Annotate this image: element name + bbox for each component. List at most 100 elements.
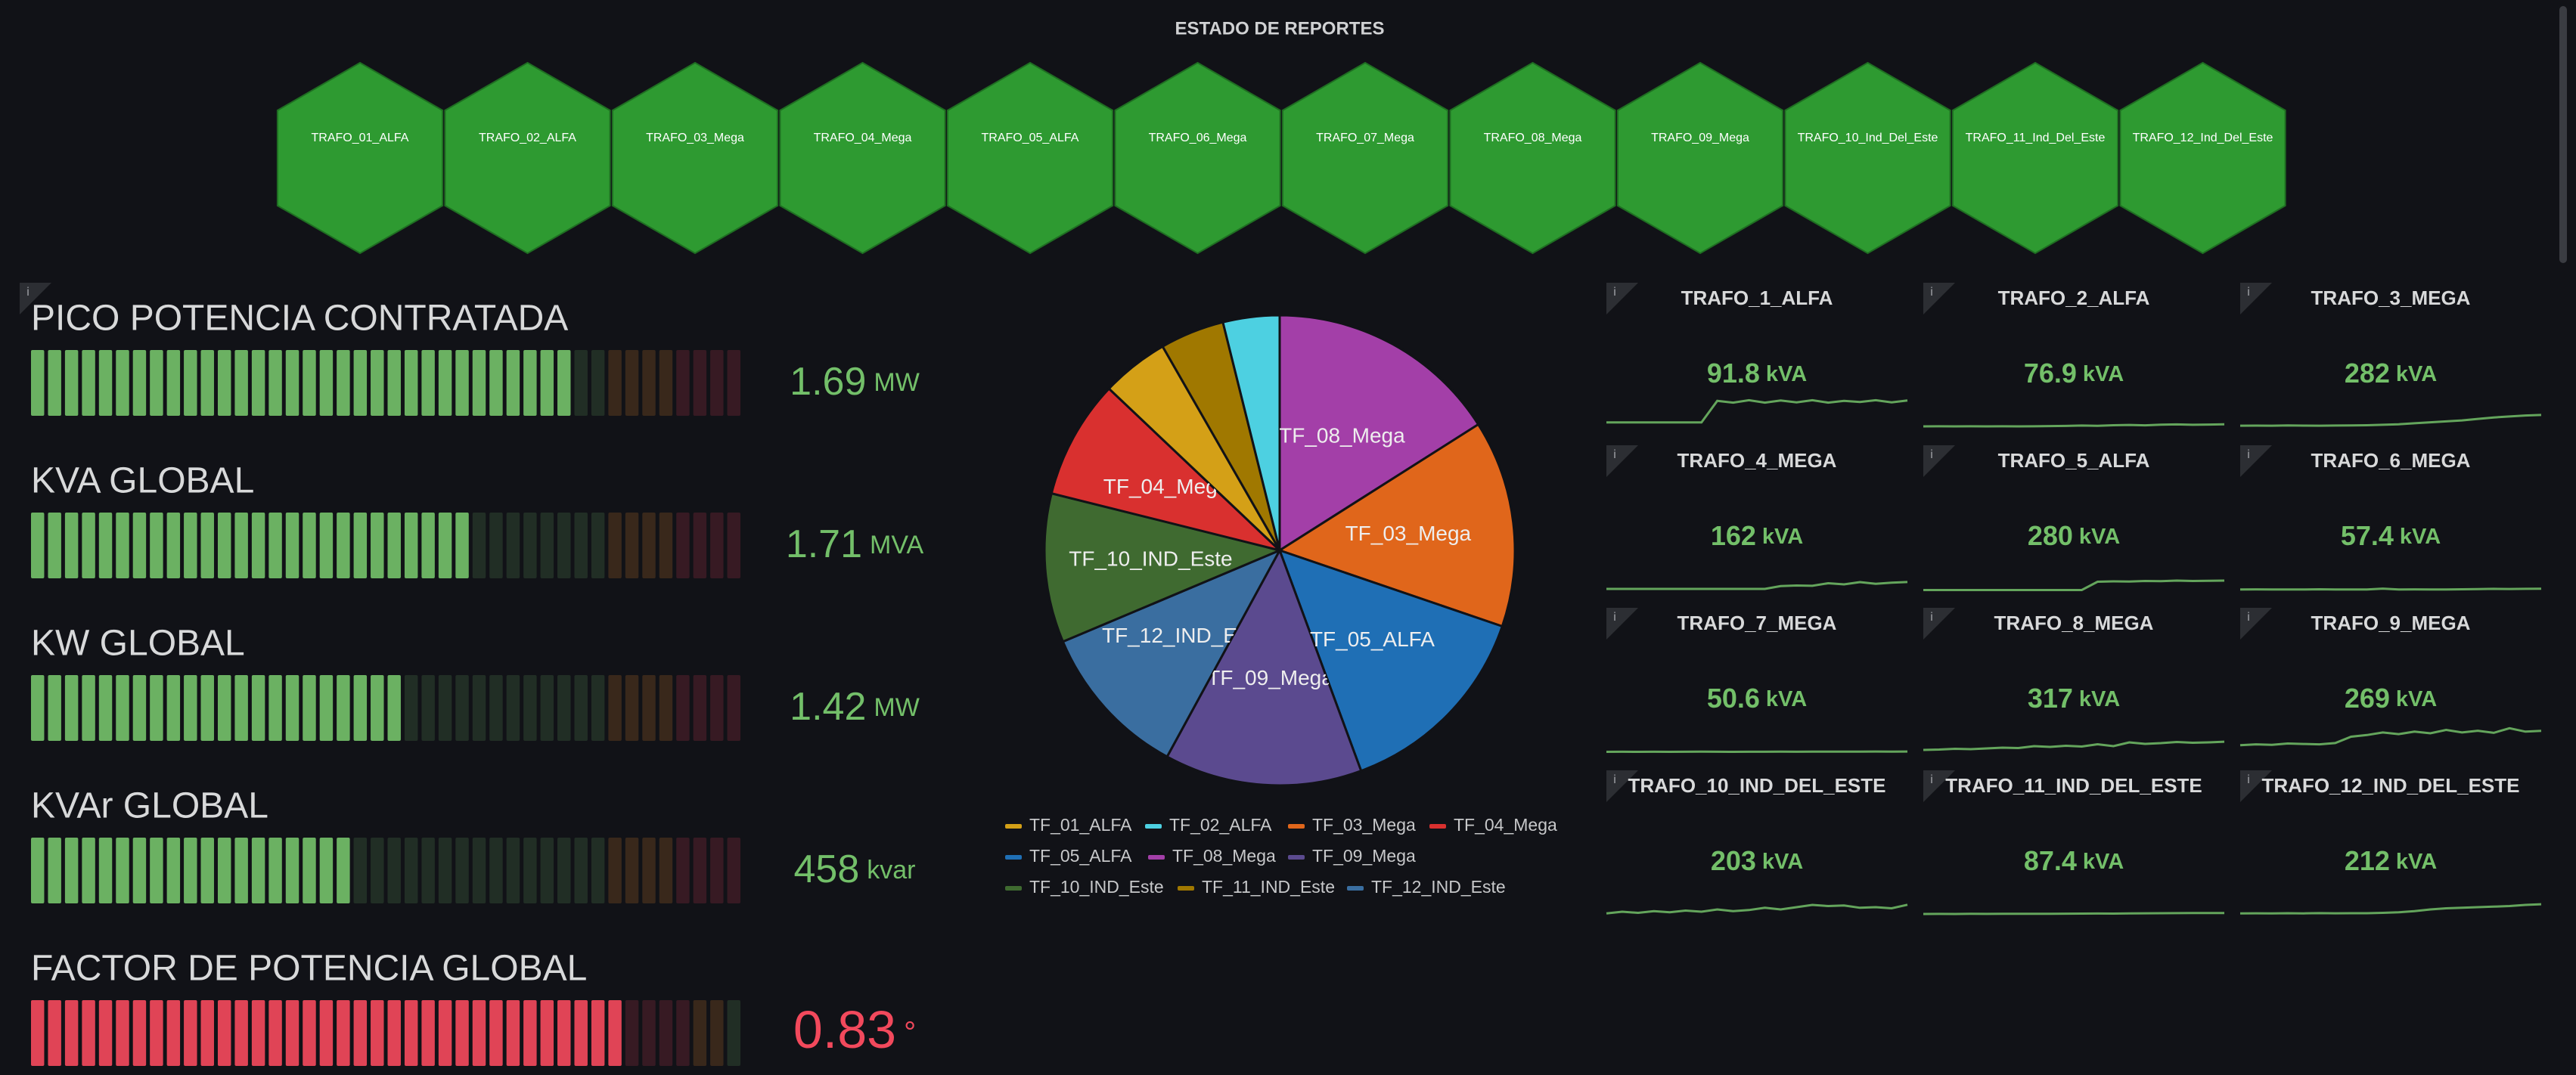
gauge-cell-lit <box>166 513 181 578</box>
legend-item[interactable]: TF_01_ALFA <box>1005 815 1132 835</box>
gauge-cell <box>540 513 554 578</box>
gauge-cell <box>523 838 537 903</box>
hexagon-label: TRAFO_12_Ind_Del_Este <box>2133 132 2273 144</box>
gauge-cell-lit <box>387 1000 401 1066</box>
legend-item[interactable]: TF_02_ALFA <box>1145 815 1272 835</box>
pie-slice[interactable] <box>1221 314 1281 551</box>
gauge-cell-lit <box>217 513 231 578</box>
gauge-cell-lit <box>132 513 147 578</box>
gauge-cell-lit <box>371 350 384 416</box>
gauge-cell-lit <box>98 1000 113 1066</box>
gauge-unit: MVA <box>870 531 923 559</box>
gauge-cell <box>455 675 469 741</box>
gauge-cell <box>472 513 486 578</box>
stat-value-number: 317 <box>2028 683 2073 714</box>
stat-title: TRAFO_7_MEGA <box>1678 612 1837 634</box>
gauge-cell <box>710 838 724 903</box>
pie-slice[interactable] <box>1277 548 1504 773</box>
gauge-cell-lit <box>98 513 113 578</box>
gauge-cell-lit <box>353 675 368 741</box>
hexagon[interactable] <box>444 61 611 255</box>
legend-item[interactable]: TF_03_Mega <box>1288 815 1416 835</box>
gauge-cell-lit <box>217 350 231 416</box>
hexagon-label: TRAFO_02_ALFA <box>479 132 576 144</box>
info-icon[interactable]: i <box>20 283 51 314</box>
pie-slice[interactable] <box>1277 423 1516 628</box>
legend-label: TF_11_IND_Este <box>1202 877 1335 897</box>
hexagon[interactable] <box>1449 61 1616 255</box>
info-icon[interactable]: i <box>1923 283 1955 314</box>
gauge-value: 0.83 ° <box>793 1000 916 1059</box>
info-icon[interactable]: i <box>1923 445 1955 477</box>
gauge-value-number: 1.69 <box>790 360 866 404</box>
stat-title: TRAFO_2_ALFA <box>1998 287 2150 309</box>
gauge-value-number: 458 <box>794 847 860 891</box>
info-icon[interactable]: i <box>1606 770 1638 802</box>
info-icon[interactable]: i <box>2240 608 2272 640</box>
sparkline <box>1606 581 1908 590</box>
legend-item[interactable]: TF_10_IND_Este <box>1005 877 1164 897</box>
gauge-cell-lit <box>166 675 181 741</box>
gauge-cell-lit <box>82 513 95 578</box>
legend-label: TF_10_IND_Este <box>1029 877 1164 897</box>
hexagon[interactable] <box>1951 61 2119 255</box>
stat-unit: kVA <box>2396 850 2437 874</box>
stat-value: 317 kVA <box>2028 683 2120 714</box>
gauge-cell-lit <box>98 350 113 416</box>
pie-slice[interactable] <box>1050 386 1284 553</box>
gauge-cell-lit <box>31 675 45 741</box>
legend-item[interactable]: TF_11_IND_Este <box>1178 877 1335 897</box>
legend-label: TF_05_ALFA <box>1029 846 1132 866</box>
info-icon[interactable]: i <box>2240 283 2272 314</box>
info-icon[interactable]: i <box>1606 445 1638 477</box>
gauge-cell <box>659 838 673 903</box>
info-icon[interactable]: i <box>2240 770 2272 802</box>
hexagon[interactable] <box>1114 61 1281 255</box>
gauge-cell <box>676 675 690 741</box>
hexagon[interactable] <box>1616 61 1784 255</box>
info-icon[interactable]: i <box>1923 608 1955 640</box>
pie-slice[interactable] <box>1165 547 1363 787</box>
stat-unit: kVA <box>2400 525 2441 549</box>
legend-item[interactable]: TF_05_ALFA <box>1005 846 1132 866</box>
gauge-cell-lit <box>337 838 350 903</box>
legend-item[interactable]: TF_12_IND_Este <box>1347 877 1506 897</box>
hexagon[interactable] <box>611 61 779 255</box>
scrollbar[interactable] <box>2559 6 2567 263</box>
gauge-cell <box>608 513 622 578</box>
pie-slice[interactable] <box>1043 491 1283 643</box>
gauge-cell <box>727 675 740 741</box>
info-icon[interactable]: i <box>1923 770 1955 802</box>
info-corner <box>1923 445 1955 477</box>
legend-item[interactable]: TF_04_Mega <box>1429 815 1557 835</box>
hexagon[interactable] <box>276 61 444 255</box>
stat-unit: kVA <box>1766 362 1807 386</box>
stat-unit: kVA <box>2079 525 2120 549</box>
legend-swatch <box>1148 855 1165 860</box>
legend-item[interactable]: TF_09_Mega <box>1288 846 1416 866</box>
hexagon[interactable] <box>779 61 946 255</box>
hexagon[interactable] <box>946 61 1114 255</box>
info-icon[interactable]: i <box>1606 608 1638 640</box>
gauge-cell-lit <box>319 1000 334 1066</box>
info-icon[interactable]: i <box>1606 283 1638 314</box>
stat-value: 57.4 kVA <box>2341 520 2441 551</box>
gauge-cell <box>557 838 571 903</box>
gauge-cell-lit <box>150 1000 163 1066</box>
pie-slice[interactable] <box>1278 314 1480 553</box>
gauge-cell <box>625 350 639 416</box>
pie-slice[interactable] <box>1061 547 1283 759</box>
gauge-cell-lit <box>438 1000 452 1066</box>
pie-label: TF_08_Mega <box>1279 424 1405 448</box>
hexagon[interactable] <box>2119 61 2286 255</box>
sparkline <box>1923 579 2225 591</box>
stat-value-number: 282 <box>2345 358 2390 389</box>
stat-title: TRAFO_6_MEGA <box>2311 449 2471 472</box>
hexagon[interactable] <box>1784 61 1951 255</box>
gauge-cell-lit <box>234 350 248 416</box>
gauge-cell <box>642 513 656 578</box>
gauge-cell-lit <box>268 838 282 903</box>
legend-item[interactable]: TF_08_Mega <box>1148 846 1276 866</box>
info-icon[interactable]: i <box>2240 445 2272 477</box>
hexagon[interactable] <box>1281 61 1449 255</box>
